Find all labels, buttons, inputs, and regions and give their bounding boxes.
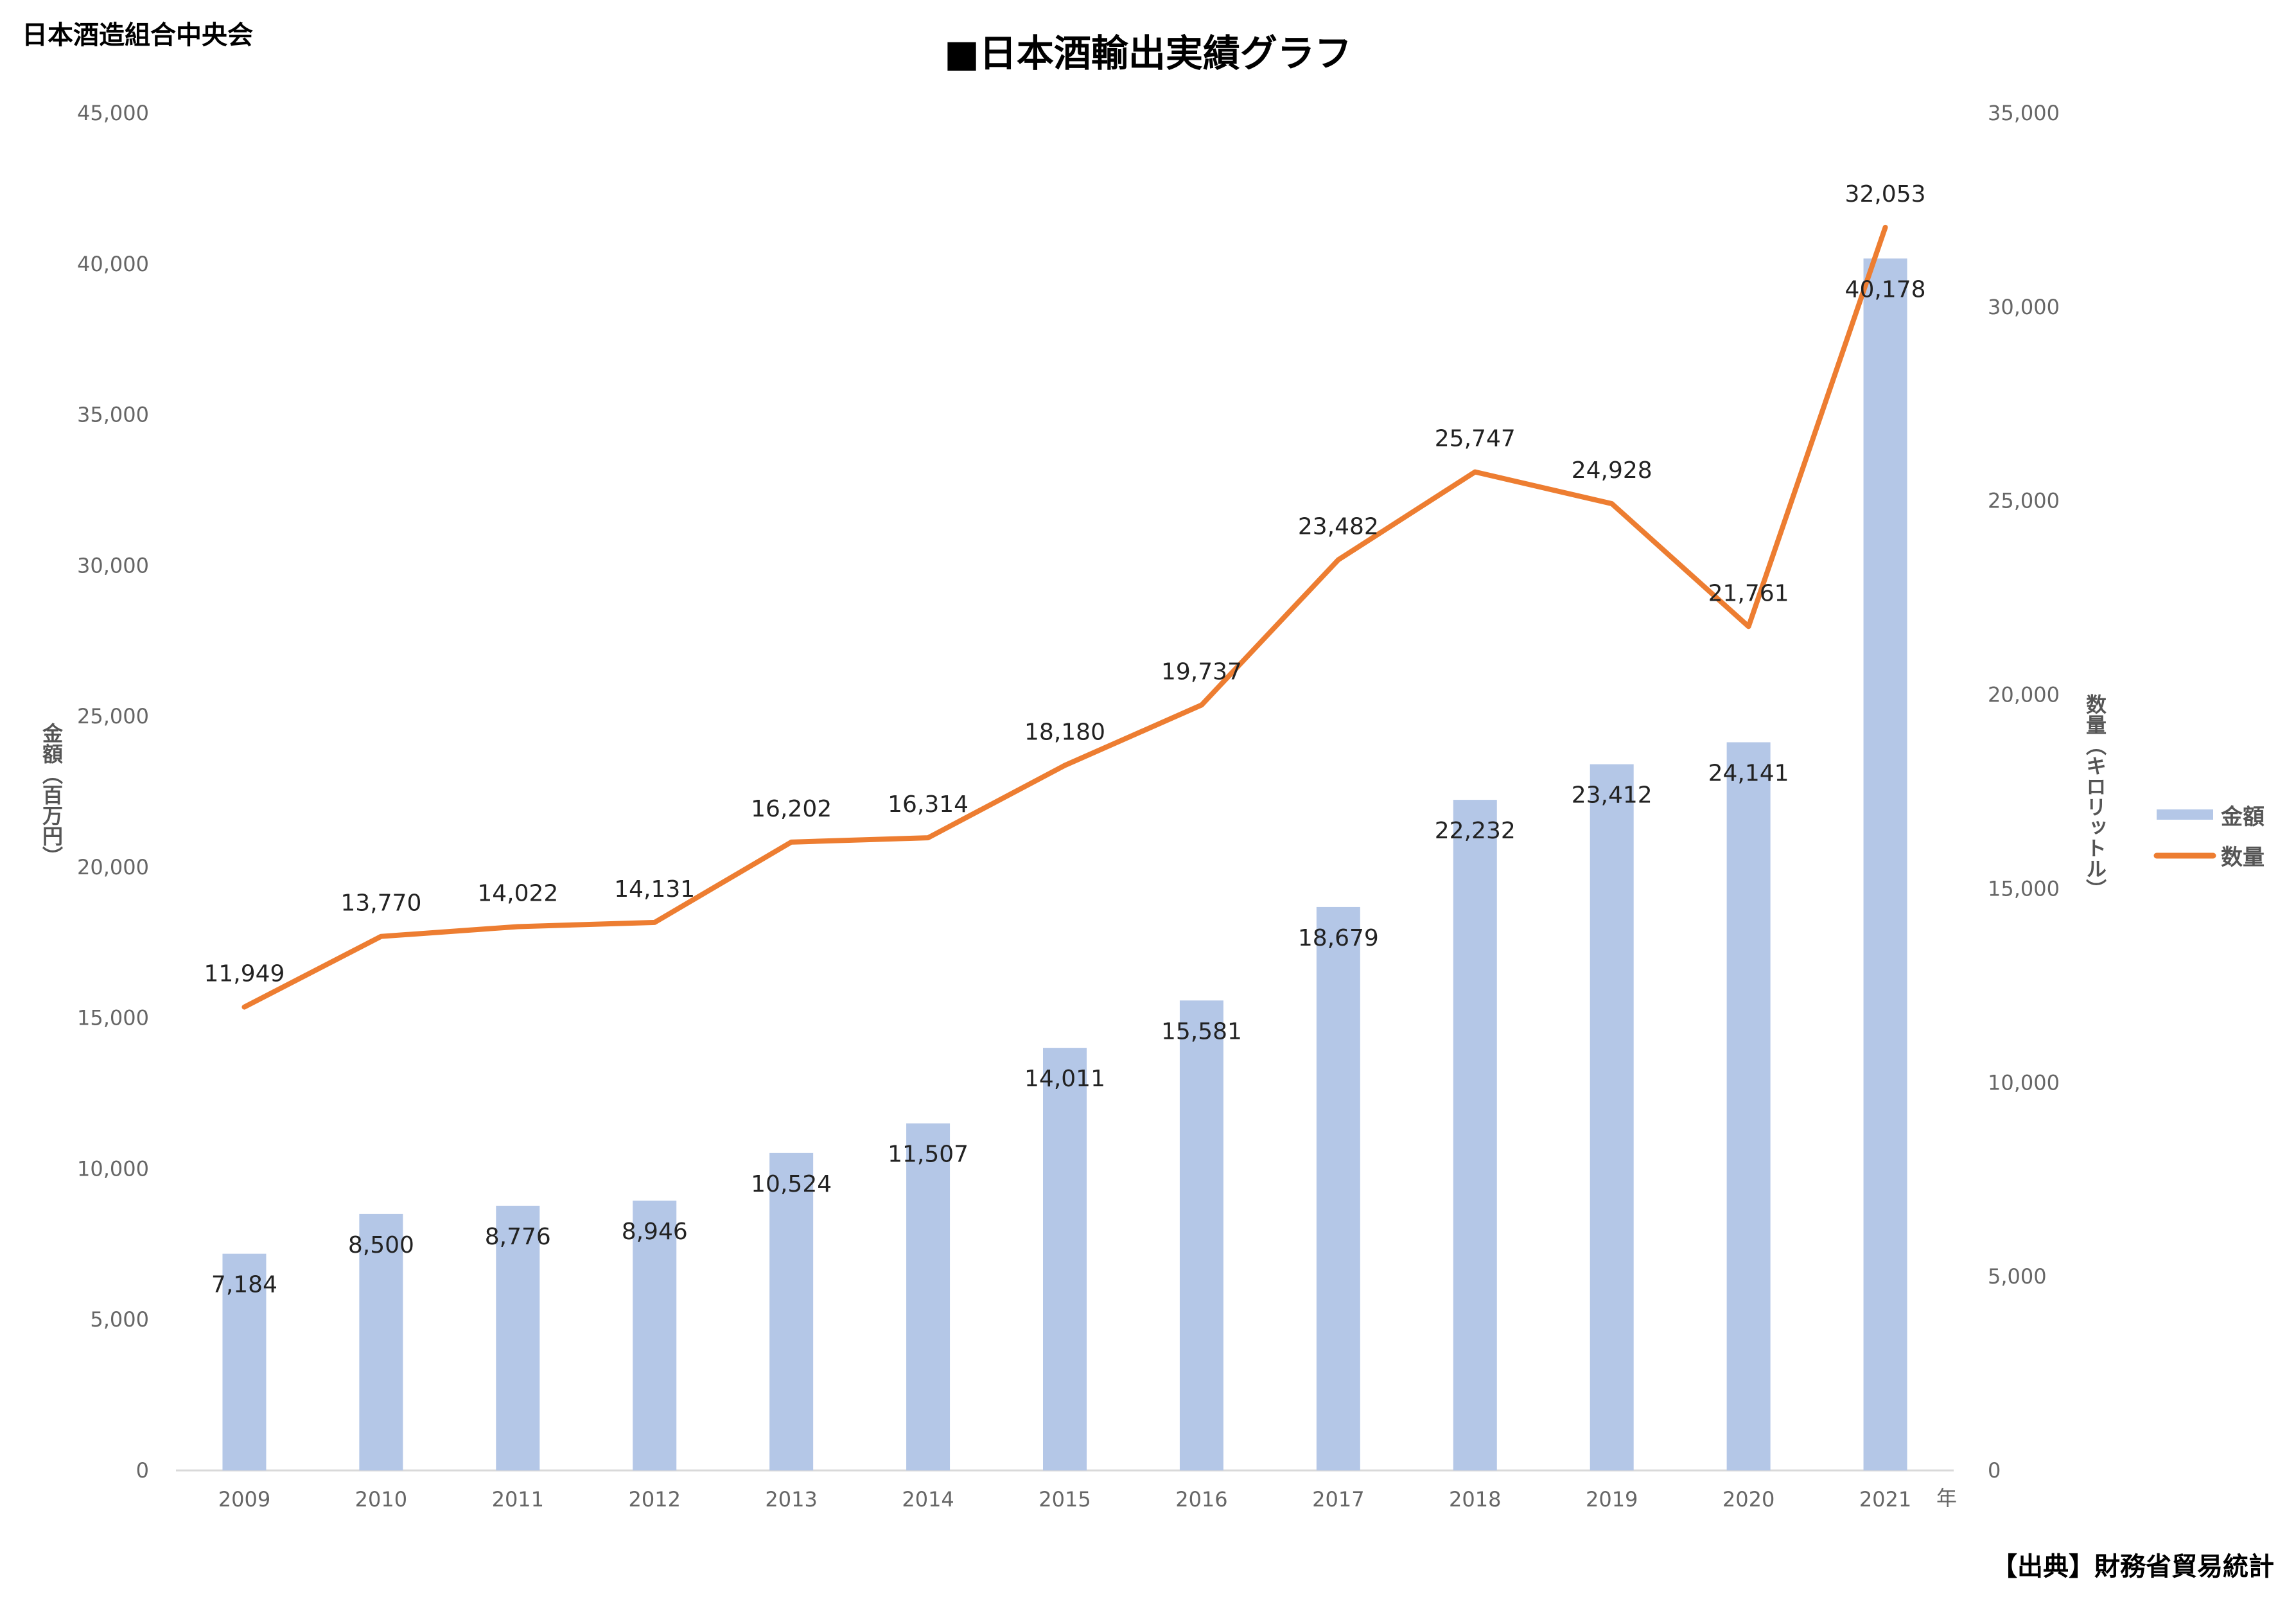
bar-data-label: 24,141 [1708,760,1789,786]
bar-data-label: 11,507 [888,1142,968,1168]
y-right-tick-label: 30,000 [1988,295,2060,319]
bar-data-label: 8,500 [348,1232,414,1258]
bar-2013 [769,1152,814,1470]
x-tick-label: 2011 [492,1487,544,1512]
line-data-label: 18,180 [1024,719,1105,745]
bar-2010 [359,1213,403,1470]
x-axis-unit: 年 [1936,1486,1957,1510]
x-tick-label: 2012 [629,1487,681,1512]
line-data-label: 14,131 [614,876,695,903]
line-data-label: 14,022 [477,880,558,906]
line-point-2013 [790,840,793,843]
x-tick-label: 2017 [1312,1487,1364,1512]
bar-2011 [496,1205,540,1470]
line-data-label: 13,770 [340,890,421,917]
y-right-tick-label: 25,000 [1988,489,2060,513]
bar-data-label: 8,776 [485,1224,551,1250]
bar-2012 [633,1200,677,1470]
x-tick-label: 2010 [355,1487,407,1512]
line-point-2014 [927,836,930,840]
y-left-tick-label: 40,000 [77,252,149,276]
y-left-tick-label: 20,000 [77,855,149,879]
line-point-2015 [1064,764,1066,767]
line-data-label: 24,928 [1572,457,1652,484]
bar-2020 [1726,742,1771,1470]
x-tick-label: 2020 [1722,1487,1775,1512]
y-right-tick-label: 15,000 [1988,876,2060,901]
bar-data-label: 14,011 [1024,1066,1105,1092]
legend-label-quantity: 数量 [2221,845,2265,870]
line-data-label: 19,737 [1161,658,1242,685]
y-left-tick-label: 30,000 [77,553,149,578]
y-left-tick-label: 35,000 [77,403,149,427]
line-data-label: 23,482 [1298,513,1379,540]
x-tick-label: 2009 [218,1487,270,1512]
bar-data-label: 15,581 [1161,1018,1242,1045]
y-left-tick-label: 0 [136,1458,149,1483]
bar-2019 [1590,764,1634,1470]
line-point-2017 [1336,558,1340,561]
line-point-2020 [1747,625,1750,628]
y-left-tick-label: 15,000 [77,1006,149,1030]
bar-2017 [1316,906,1360,1470]
line-point-2011 [516,925,520,928]
y-left-axis-title: 金額（百万円） [39,722,64,867]
bar-2021 [1863,258,1907,1470]
line-point-2016 [1200,703,1203,707]
x-tick-label: 2013 [765,1487,817,1512]
line-point-2021 [1884,225,1887,229]
bar-data-label: 22,232 [1435,818,1516,844]
y-left-tick-label: 10,000 [77,1156,149,1181]
bar-data-label: 40,178 [1845,276,1926,303]
line-data-label: 16,202 [751,796,832,822]
x-tick-label: 2014 [902,1487,954,1512]
bar-data-label: 23,412 [1572,782,1652,809]
line-point-2010 [380,935,383,938]
bar-2015 [1043,1048,1087,1470]
y-right-tick-label: 0 [1988,1458,2001,1483]
line-data-label: 16,314 [888,791,968,818]
y-right-tick-label: 20,000 [1988,683,2060,707]
chart-title: ■日本酒輸出実績グラフ [944,31,1352,75]
bar-2014 [906,1123,951,1470]
bar-2018 [1453,800,1497,1470]
legend-swatch-amount [2157,809,2213,820]
y-left-tick-label: 5,000 [90,1307,149,1332]
line-point-2018 [1473,470,1477,473]
bar-data-label: 8,946 [622,1219,688,1245]
line-data-label: 25,747 [1435,426,1516,452]
organization-name: 日本酒造組合中央会 [22,21,253,50]
source-note: 【出典】財務省貿易統計 [1992,1552,2274,1582]
bar-data-label: 10,524 [751,1171,832,1197]
line-point-2009 [243,1005,246,1009]
bar-2009 [222,1253,267,1470]
x-tick-label: 2021 [1859,1487,1911,1512]
line-data-label: 11,949 [204,961,285,987]
line-point-2019 [1610,502,1613,506]
x-tick-label: 2016 [1175,1487,1227,1512]
line-point-2012 [653,921,656,924]
x-tick-label: 2015 [1038,1487,1091,1512]
bar-data-label: 18,679 [1298,925,1379,951]
y-right-tick-label: 10,000 [1988,1070,2060,1095]
line-data-label: 21,761 [1708,580,1789,606]
x-tick-label: 2019 [1586,1487,1638,1512]
line-data-label: 32,053 [1845,181,1926,207]
legend-label-amount: 金額 [2220,804,2265,830]
y-left-tick-label: 45,000 [77,101,149,125]
bar-data-label: 7,184 [211,1272,277,1298]
y-right-tick-label: 5,000 [1988,1264,2047,1289]
bar-2016 [1179,1000,1223,1470]
y-right-tick-label: 35,000 [1988,101,2060,125]
x-tick-label: 2018 [1449,1487,1501,1512]
y-right-axis-title: 数量（キロリットル） [2083,694,2107,899]
y-left-tick-label: 25,000 [77,704,149,728]
